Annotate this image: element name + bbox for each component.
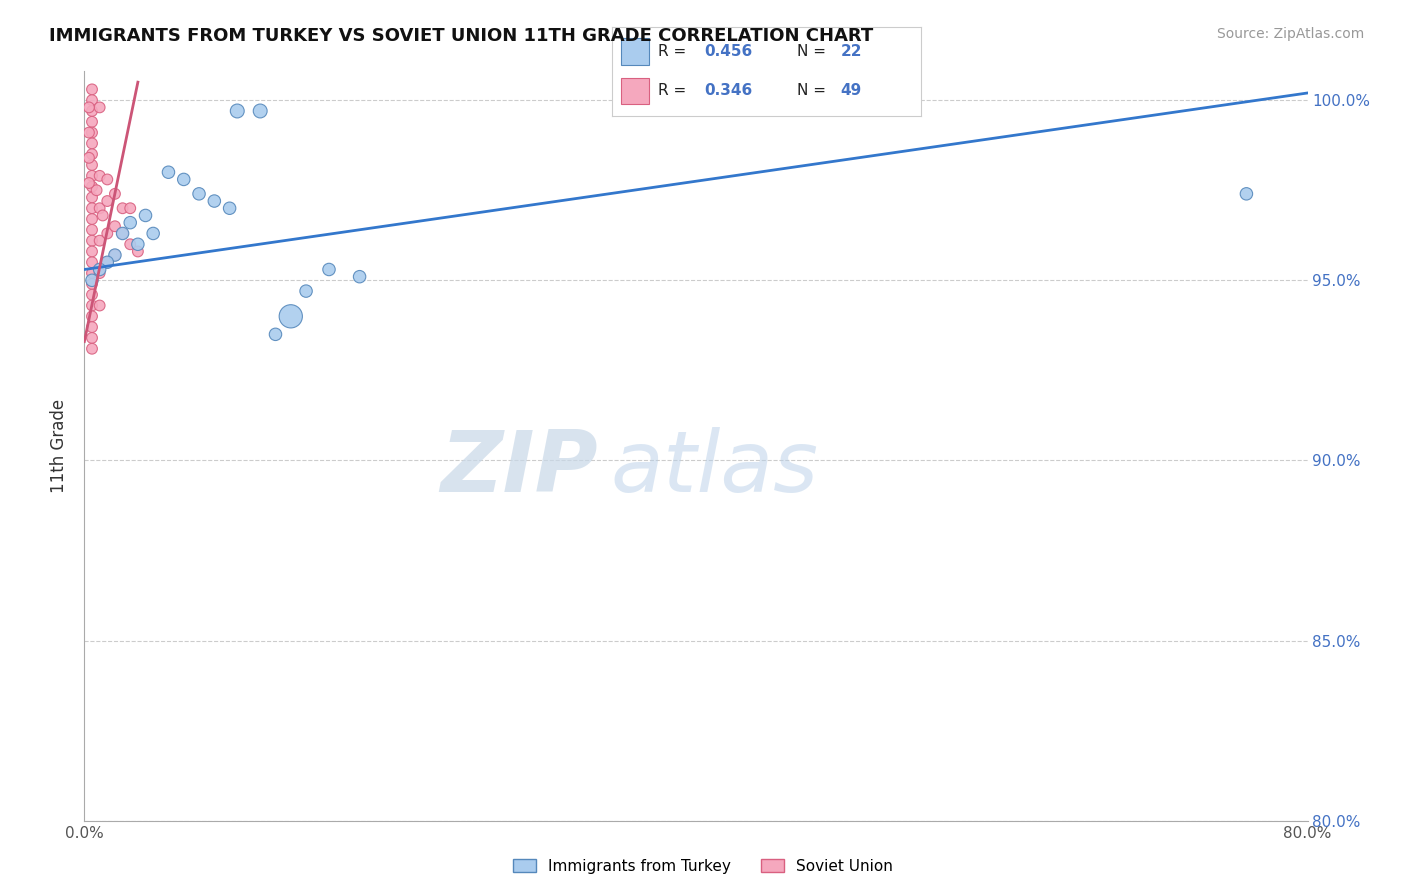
Bar (621, 78, 648, 104)
Text: atlas: atlas (610, 427, 818, 510)
Point (104, 248, 127, 262)
Point (80, 190, 103, 204)
Point (80, 212, 103, 227)
Point (77, 100, 100, 114)
Point (77, 151, 100, 165)
Point (104, 248, 127, 262)
Point (80, 136, 103, 151)
Point (91, 209, 114, 223)
Point (89, 262, 111, 277)
Point (111, 227, 134, 241)
Point (89, 266, 111, 280)
Point (127, 237, 149, 252)
Point (80, 255, 103, 269)
Text: N =: N = (797, 45, 831, 59)
Point (142, 227, 165, 241)
Point (80, 147, 103, 161)
Point (80, 266, 103, 280)
Point (80, 287, 103, 301)
Point (80, 244, 103, 259)
Text: Source: ZipAtlas.com: Source: ZipAtlas.com (1216, 27, 1364, 41)
Point (120, 216, 142, 230)
Point (188, 186, 211, 201)
Bar (621, 38, 648, 65)
Point (89, 169, 111, 183)
Point (89, 100, 111, 114)
Text: 49: 49 (841, 84, 862, 98)
Text: 0.346: 0.346 (704, 84, 752, 98)
Point (77, 176, 100, 190)
Text: ZIP: ZIP (440, 427, 598, 510)
Point (80, 93, 103, 107)
Point (318, 262, 340, 277)
Point (349, 269, 371, 284)
Point (111, 201, 134, 215)
Point (264, 327, 287, 342)
Point (104, 219, 127, 234)
Point (80, 179, 103, 194)
Legend: Immigrants from Turkey, Soviet Union: Immigrants from Turkey, Soviet Union (506, 853, 900, 880)
Point (77, 126, 100, 140)
Point (80, 331, 103, 345)
Point (80, 342, 103, 356)
Point (96, 172, 118, 186)
Point (96, 227, 118, 241)
Y-axis label: 11th Grade: 11th Grade (51, 399, 69, 493)
Point (80, 234, 103, 248)
Point (80, 273, 103, 287)
Point (80, 169, 103, 183)
Point (80, 277, 103, 291)
Text: N =: N = (797, 84, 831, 98)
Point (295, 284, 318, 298)
Point (202, 194, 225, 208)
Point (80, 82, 103, 96)
Text: R =: R = (658, 45, 692, 59)
Point (173, 172, 195, 186)
Point (80, 320, 103, 334)
Point (89, 201, 111, 215)
Text: 22: 22 (841, 45, 862, 59)
Point (80, 298, 103, 312)
Point (249, 103, 271, 118)
Point (80, 201, 103, 215)
Text: R =: R = (658, 84, 692, 98)
Point (111, 227, 134, 241)
Point (226, 103, 249, 118)
Point (1236, 186, 1258, 201)
Point (120, 237, 142, 252)
Point (135, 209, 157, 223)
Point (96, 255, 118, 269)
Point (157, 165, 180, 179)
Point (89, 234, 111, 248)
Point (104, 186, 127, 201)
Point (96, 194, 118, 208)
Text: 0.456: 0.456 (704, 45, 752, 59)
Point (127, 244, 149, 259)
Point (120, 201, 142, 215)
Point (80, 126, 103, 140)
Point (80, 103, 103, 118)
Point (86, 183, 108, 197)
Point (280, 310, 302, 324)
Text: IMMIGRANTS FROM TURKEY VS SOVIET UNION 11TH GRADE CORRELATION CHART: IMMIGRANTS FROM TURKEY VS SOVIET UNION 1… (49, 27, 873, 45)
Point (80, 223, 103, 237)
Point (80, 115, 103, 129)
Point (96, 255, 118, 269)
Point (80, 158, 103, 172)
Point (80, 310, 103, 324)
Point (218, 201, 240, 215)
Point (89, 298, 111, 312)
